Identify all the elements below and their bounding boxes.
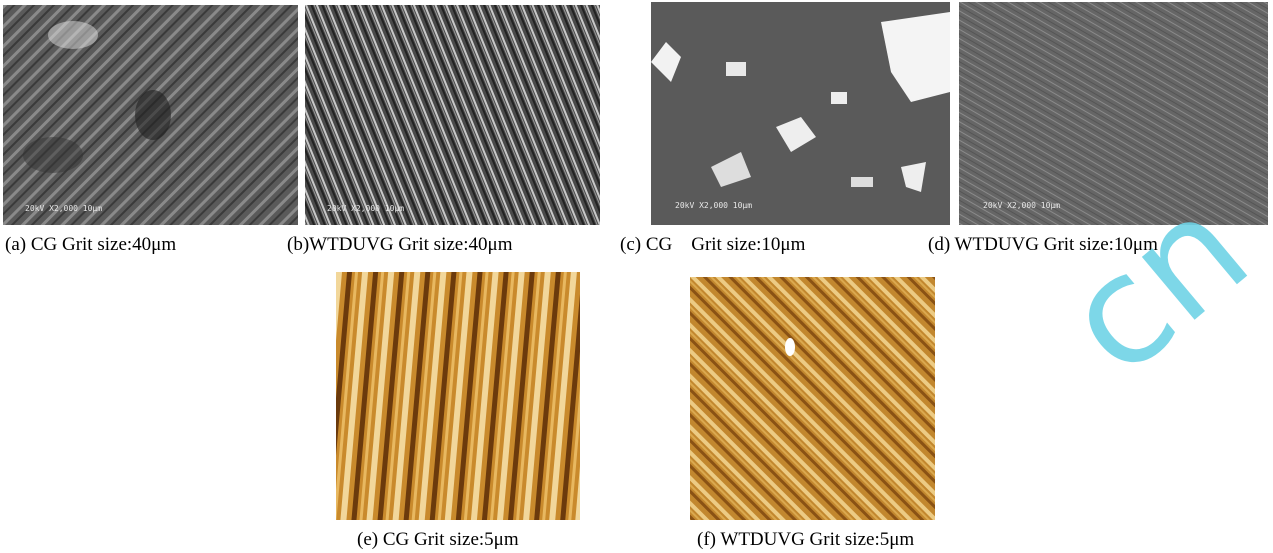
micrograph: 20kV X2,000 10μm [651, 2, 950, 225]
caption: (b)WTDUVG Grit size:40μm [287, 234, 512, 256]
page: {"panels": [ {"caption": "(a) CG Grit si… [0, 0, 1273, 553]
caption: (f) WTDUVG Grit size:5μm [697, 529, 914, 551]
micrograph-label: 20kV X2,000 10μm [983, 201, 1060, 210]
micrograph-label: 20kV X2,000 10μm [327, 204, 404, 213]
micrograph: 20kV X2,000 10μm [3, 5, 298, 225]
caption: (a) CG Grit size:40μm [5, 234, 176, 256]
micrograph [336, 272, 580, 520]
micrograph: 20kV X2,000 10μm [959, 2, 1268, 225]
caption: (e) CG Grit size:5μm [357, 529, 519, 551]
micrograph [690, 277, 935, 520]
micrograph: 20kV X2,000 10μm [305, 5, 600, 225]
caption: (c) CG Grit size:10μm [620, 234, 805, 256]
micrograph-label: 20kV X2,000 10μm [675, 201, 752, 210]
micrograph-label: 20kV X2,000 10μm [25, 204, 102, 213]
